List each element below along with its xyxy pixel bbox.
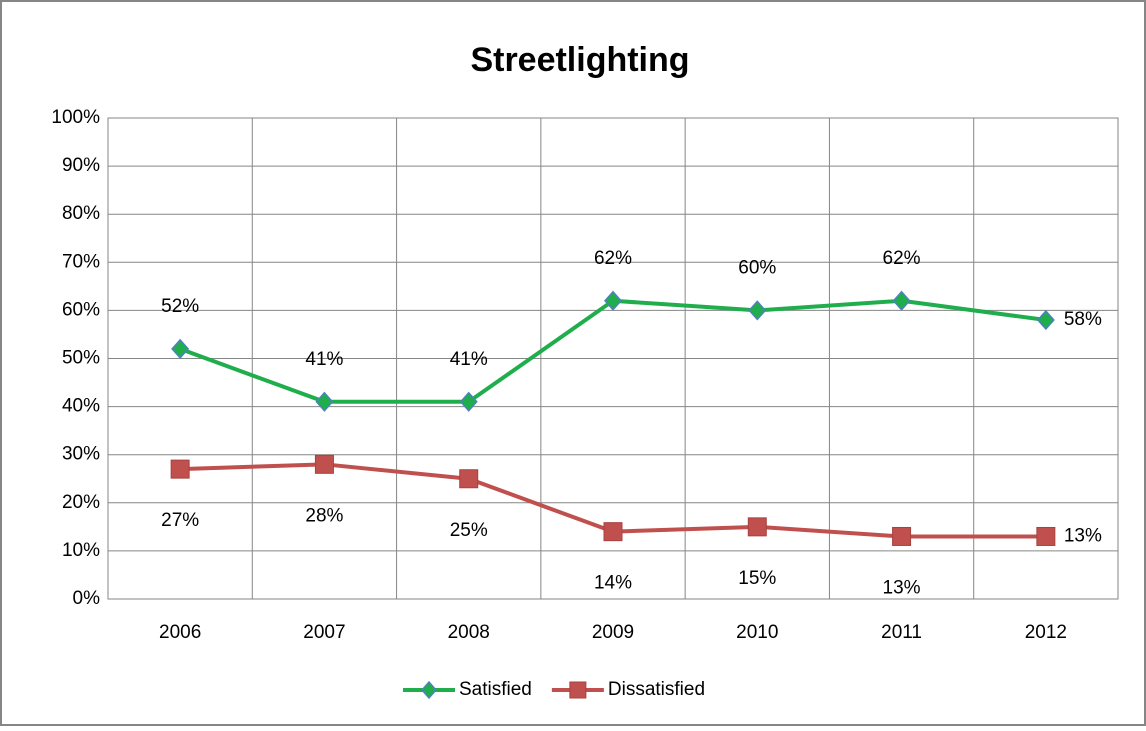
legend-marker [569,681,587,699]
x-tick-label: 2007 [303,622,345,643]
x-tick-label: 2012 [1025,622,1067,643]
x-tick-label: 2008 [448,622,490,643]
x-tick-label: 2010 [736,622,778,643]
data-label: 25% [450,520,488,541]
data-label: 15% [738,568,776,589]
y-tick-label: 70% [62,251,100,272]
legend-label: Satisfied [459,679,532,700]
legend-label: Dissatisfied [608,679,705,700]
x-tick-label: 2011 [881,622,922,643]
data-label: 62% [594,248,632,269]
data-label: 28% [305,505,343,526]
data-label: 52% [161,296,199,317]
marker [1036,309,1055,331]
data-label: 62% [883,248,921,269]
plot-border [107,117,1119,600]
data-label: 13% [883,577,921,598]
marker [892,290,911,311]
marker [747,517,767,537]
x-tick-label: 2006 [159,622,201,643]
data-label: 58% [1064,309,1102,330]
y-tick-label: 0% [73,588,101,609]
y-tick-label: 80% [62,203,100,224]
data-label: 27% [161,510,199,531]
data-label: 60% [738,257,776,278]
marker [603,290,623,311]
y-tick-label: 40% [62,396,100,417]
y-tick-label: 10% [62,540,100,561]
marker [603,522,623,542]
x-tick-label: 2009 [592,622,634,643]
marker [459,391,478,412]
marker [314,454,334,474]
data-label: 41% [450,349,488,370]
y-tick-label: 20% [62,492,100,513]
data-label: 14% [594,573,632,594]
marker [171,338,190,360]
y-tick-label: 90% [62,155,100,176]
marker [748,300,767,321]
chart-title: Streetlighting [470,41,689,79]
marker [1036,526,1056,546]
legend-marker [421,680,437,700]
y-tick-label: 50% [62,348,100,369]
marker [170,459,190,479]
data-label: 13% [1064,525,1102,546]
y-tick-label: 30% [62,444,100,465]
marker [315,391,334,412]
marker [892,526,912,546]
y-tick-label: 60% [62,299,100,320]
marker [459,469,479,489]
y-tick-label: 100% [51,107,100,128]
data-label: 41% [305,349,343,370]
